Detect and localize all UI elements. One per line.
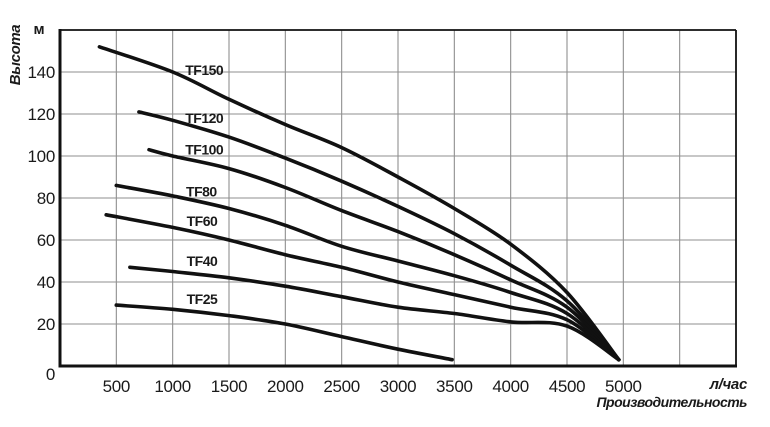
curve-TF150	[97, 45, 621, 362]
y-tick-label-100: 100	[28, 147, 55, 166]
x-tick-label-500: 500	[103, 377, 130, 396]
curve-label-TF100: TF100	[185, 142, 224, 158]
y-tick-label-20: 20	[37, 315, 55, 334]
y-tick-label-60: 60	[37, 231, 55, 250]
curve-label-TF40: TF40	[187, 253, 218, 269]
y-tick-label-0: 0	[46, 365, 55, 384]
curve-label-TF80: TF80	[186, 184, 217, 200]
curve-TF60	[104, 213, 621, 362]
x-tick-label-5000: 5000	[605, 377, 642, 396]
x-axis-unit-label: л/час	[709, 376, 748, 393]
x-tick-label-2000: 2000	[267, 377, 304, 396]
x-tick-label-4000: 4000	[492, 377, 529, 396]
x-axis-title: Производительность	[596, 394, 747, 410]
curve-label-TF60: TF60	[187, 213, 218, 229]
y-tick-label-80: 80	[37, 189, 55, 208]
y-tick-label-140: 140	[28, 63, 55, 82]
y-tick-label-120: 120	[28, 105, 55, 124]
y-axis-unit-label: м	[33, 21, 45, 38]
curve-TF25	[114, 303, 454, 362]
y-tick-label-40: 40	[37, 273, 55, 292]
curve-TF40	[128, 265, 621, 362]
curve-label-TF25: TF25	[187, 291, 218, 307]
curve-label-TF150: TF150	[185, 62, 224, 78]
curve-TF80	[114, 183, 621, 362]
x-tick-label-1000: 1000	[154, 377, 191, 396]
curve-TF100	[147, 147, 621, 362]
x-tick-label-3000: 3000	[380, 377, 417, 396]
curve-label-TF120: TF120	[185, 110, 224, 126]
x-tick-label-4500: 4500	[549, 377, 586, 396]
x-tick-label-1500: 1500	[211, 377, 248, 396]
x-tick-label-2500: 2500	[323, 377, 360, 396]
curve-TF120	[137, 110, 621, 362]
x-tick-label-3500: 3500	[436, 377, 473, 396]
